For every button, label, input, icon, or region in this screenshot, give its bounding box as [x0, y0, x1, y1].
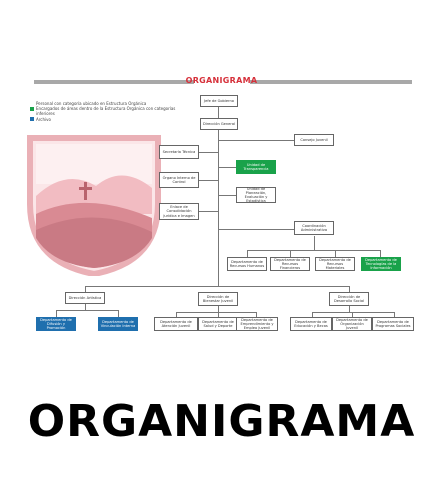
- node-organizacion: Departamento de Organización Juvenil: [332, 317, 372, 331]
- node-emprendimiento: Departamento de Emprendimiento y Empleo …: [236, 317, 278, 331]
- title-bar-right: [250, 80, 412, 84]
- connector-arte-depts: [56, 310, 118, 311]
- connector-drop: [312, 312, 313, 318]
- connector-main-vertical: [218, 106, 219, 286]
- connector-drop: [218, 306, 219, 318]
- node-transparencia: Unidad de Transparencia: [236, 160, 276, 174]
- connector-drop: [290, 250, 291, 258]
- connector-drop: [335, 250, 336, 258]
- connector-secretaria: [188, 152, 218, 153]
- connector-consejo: [218, 140, 310, 141]
- connector-planeacion: [218, 195, 236, 196]
- connector-drop: [176, 312, 177, 318]
- node-direccion-general: Dirección General: [200, 118, 238, 130]
- connector-transparencia: [218, 167, 236, 168]
- node-tecnologias: Departamento de Tecnologías de la Inform…: [361, 257, 401, 271]
- connector-bienestar-depts: [176, 312, 256, 313]
- node-recursos-humanos: Departamento de Recursos Humanos: [227, 257, 267, 271]
- legend-item: Encargados de áreas dentro de la Estruct…: [30, 106, 180, 116]
- legend-swatch-white: [30, 101, 34, 106]
- node-vinculacion: Departamento de Vinculación Interna: [98, 317, 138, 331]
- node-difusion: Departamento de Difusión y Promoción: [36, 317, 76, 331]
- legend-item: Personal con categoría ubicado en Estruc…: [30, 101, 180, 106]
- chart-title: ORGANIGRAMA: [185, 76, 258, 85]
- connector-consolidacion: [188, 211, 218, 212]
- legend-label: Archivo: [36, 116, 51, 122]
- connector-drop: [247, 250, 248, 258]
- legend-swatch-blue: [30, 117, 34, 122]
- connector-drop: [380, 250, 381, 258]
- node-coordinacion-administrativa: Coordinación Administrativa: [294, 221, 334, 235]
- legend-swatch-green: [30, 106, 34, 111]
- node-atencion-juvenil: Departamento de Atención Juvenil: [154, 317, 198, 331]
- node-direccion-bienestar: Dirección de Bienestar Juvenil: [198, 292, 238, 306]
- node-control: Órgano Interno de Control: [159, 172, 199, 188]
- node-programas-sociales: Departamento de Programas Sociales: [372, 317, 414, 331]
- node-consejo: Consejo Juvenil: [294, 134, 334, 146]
- connector-drop: [56, 310, 57, 318]
- connector-coord-drop: [314, 236, 315, 250]
- connector-drop: [352, 312, 353, 318]
- node-direccion-artistica: Dirección Artística: [65, 292, 105, 304]
- node-consolidacion: Enlace de Consolidación Jurídica e Image…: [159, 203, 199, 220]
- node-direccion-desarrollo: Dirección de Desarrollo Social: [329, 292, 369, 306]
- node-educacion: Departamento de Educación y Becas: [290, 317, 332, 331]
- connector-drop: [85, 304, 86, 310]
- connector-drop: [256, 312, 257, 318]
- legend-item: Archivo: [30, 117, 180, 122]
- connector-drop: [118, 310, 119, 318]
- legend: Personal con categoría ubicado en Estruc…: [30, 101, 180, 122]
- page-title: ORGANIGRAMA: [27, 396, 416, 447]
- node-secretaria: Secretaría Técnica: [159, 145, 199, 159]
- connector-directions: [85, 286, 350, 287]
- node-recursos-materiales: Departamento de Recursos Materiales: [315, 257, 355, 271]
- node-jefe: Jefe de Gobierno: [200, 95, 238, 107]
- legend-label: Encargados de áreas dentro de la Estruct…: [36, 106, 176, 117]
- connector-drop: [394, 312, 395, 318]
- legend-label: Personal con categoría ubicado en Estruc…: [36, 101, 147, 106]
- connector-drop: [85, 286, 86, 292]
- node-planeacion: Unidad de Planeación, Evaluación y Estad…: [236, 187, 276, 203]
- node-salud-deporte: Departamento de Salud y Deporte: [198, 317, 238, 331]
- connector-control: [188, 180, 218, 181]
- connector-drop: [349, 306, 350, 312]
- connector-drop: [349, 286, 350, 292]
- connector-admin-depts: [247, 250, 381, 251]
- title-bar-left: [34, 80, 194, 84]
- crest-watermark: [27, 135, 161, 276]
- node-recursos-financieros: Departamento de Recursos Financieros: [270, 257, 310, 271]
- connector-desarrollo-depts: [312, 312, 394, 313]
- connector-coord-admin: [218, 229, 294, 230]
